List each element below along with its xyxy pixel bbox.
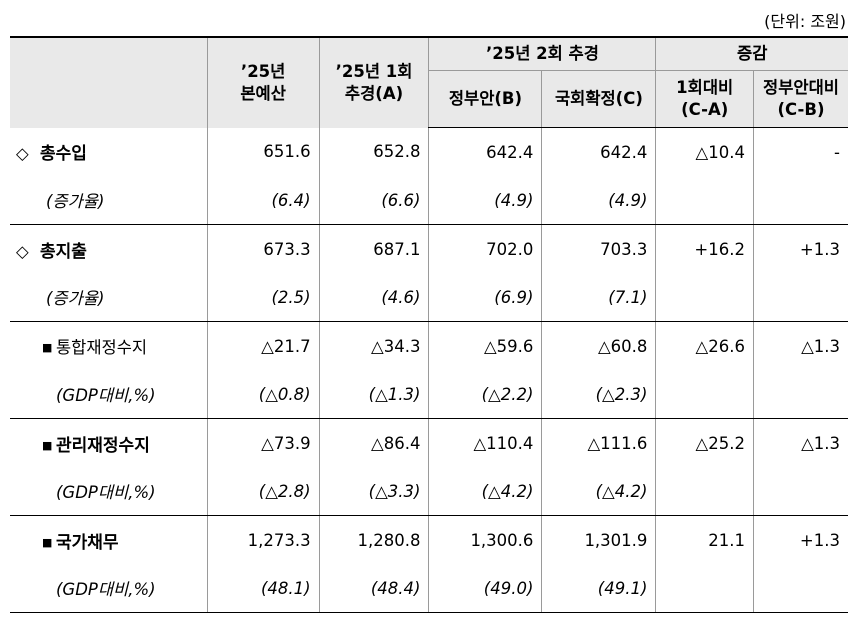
header-vs-1st: 1회대비 (C-A) [655,70,754,128]
header-vs-proposal: 정부안대비 (C-B) [752,70,848,128]
cell-value: △86.4 [318,418,429,467]
table-row-consolidated-balance: ■ 통합재정수지 △21.7 △34.3 △59.6 △60.8 △26.6 △1… [10,321,848,370]
cell-value: 1,280.8 [318,515,429,564]
cell-value: △25.2 [655,418,754,467]
table-row-total-expenditure-growth: (증가율) (2.5) (4.6) (6.9) (7.1) [10,273,848,322]
header-2nd-supplementary-group: ’25년 2회 추경 [428,36,656,71]
cell-value: (△4.2) [428,467,542,516]
diamond-icon: ◇ [16,144,29,164]
cell-value [655,176,754,225]
header-blank [10,36,208,128]
cell-value: △60.8 [541,321,656,370]
unit-note: (단위: 조원) [764,12,846,31]
table-row-total-expenditure: ◇ 총지출 673.3 687.1 702.0 703.3 +16.2 +1.3 [10,224,848,273]
cell-value: △34.3 [318,321,429,370]
row-label: (GDP대비,%) [56,483,156,502]
table-row-managed-gdp: (GDP대비,%) (△2.8) (△3.3) (△4.2) (△4.2) [10,467,848,516]
cell-value: 702.0 [428,224,542,273]
cell-value: (49.1) [541,564,656,613]
cell-value: △110.4 [428,418,542,467]
cell-value: (48.4) [318,564,429,613]
cell-value: 687.1 [318,224,429,273]
cell-value: 703.3 [541,224,656,273]
cell-value [655,467,754,516]
cell-value: (△1.3) [318,370,429,419]
cell-value: 673.3 [206,224,320,273]
row-label: 관리재정수지 [56,435,150,456]
table-row-national-debt: ■ 국가채무 1,273.3 1,280.8 1,300.6 1,301.9 21… [10,515,848,564]
cell-value [752,370,848,419]
cell-value [752,467,848,516]
cell-value: 1,301.9 [541,515,656,564]
cell-value: (4.6) [318,273,429,322]
cell-value: +1.3 [752,224,848,273]
cell-value: 642.4 [428,127,542,176]
header-government-proposal: 정부안(B) [428,70,542,128]
square-bullet-icon: ■ [42,341,53,354]
table-row-total-revenue-growth: (증가율) (6.4) (6.6) (4.9) (4.9) [10,176,848,225]
cell-value: 642.4 [541,127,656,176]
row-label: 국가채무 [56,532,119,553]
cell-value: (4.9) [541,176,656,225]
fiscal-summary-table: ’25년 본예산 ’25년 1회 추경(A) ’25년 2회 추경 증감 정부안(B… [10,36,848,613]
cell-value: △21.7 [206,321,320,370]
table-row-managed-balance: ■ 관리재정수지 △73.9 △86.4 △110.4 △111.6 △25.2 … [10,418,848,467]
cell-value: (7.1) [541,273,656,322]
cell-value: 1,300.6 [428,515,542,564]
row-label: (증가율) [46,192,105,211]
cell-value: (△0.8) [206,370,320,419]
cell-value: (48.1) [206,564,320,613]
cell-value [655,273,754,322]
cell-value: (2.5) [206,273,320,322]
cell-value: (6.4) [206,176,320,225]
row-label: (증가율) [46,289,105,308]
cell-value [752,176,848,225]
cell-value: △59.6 [428,321,542,370]
cell-value: △1.3 [752,321,848,370]
cell-value: (△2.2) [428,370,542,419]
cell-value: 21.1 [655,515,754,564]
table-row-consolidated-gdp: (GDP대비,%) (△0.8) (△1.3) (△2.2) (△2.3) [10,370,848,419]
header-change-group: 증감 [655,36,848,71]
cell-value: 1,273.3 [206,515,320,564]
row-label: 통합재정수지 [56,338,148,357]
cell-value: +16.2 [655,224,754,273]
row-label: (GDP대비,%) [56,580,156,599]
cell-value: (△3.3) [318,467,429,516]
cell-value: (△2.8) [206,467,320,516]
cell-value: (49.0) [428,564,542,613]
cell-value: △111.6 [541,418,656,467]
cell-value: (6.9) [428,273,542,322]
cell-value [655,370,754,419]
cell-value [655,564,754,613]
row-label: 총수입 [40,144,87,165]
cell-value: △73.9 [206,418,320,467]
cell-value: △1.3 [752,418,848,467]
row-label: 총지출 [40,241,87,262]
cell-value: 652.8 [318,127,429,176]
square-bullet-icon: ■ [42,438,53,452]
cell-value: - [752,127,848,176]
cell-value: △26.6 [655,321,754,370]
cell-value: (△2.3) [541,370,656,419]
cell-value: (6.6) [318,176,429,225]
cell-value: △10.4 [655,127,754,176]
cell-value: 651.6 [206,127,320,176]
square-bullet-icon: ■ [42,535,53,549]
diamond-icon: ◇ [16,241,29,261]
cell-value: (4.9) [428,176,542,225]
row-label: (GDP대비,%) [56,386,156,405]
cell-value [752,273,848,322]
header-original-budget: ’25년 본예산 [206,36,320,128]
table-row-total-revenue: ◇ 총수입 651.6 652.8 642.4 642.4 △10.4 - [10,127,848,176]
header-assembly-confirmed: 국회확정(C) [541,70,656,128]
header-1st-supplementary: ’25년 1회 추경(A) [318,36,429,128]
table-row-national-debt-gdp: (GDP대비,%) (48.1) (48.4) (49.0) (49.1) [10,564,848,613]
cell-value: (△4.2) [541,467,656,516]
cell-value: +1.3 [752,515,848,564]
cell-value [752,564,848,613]
